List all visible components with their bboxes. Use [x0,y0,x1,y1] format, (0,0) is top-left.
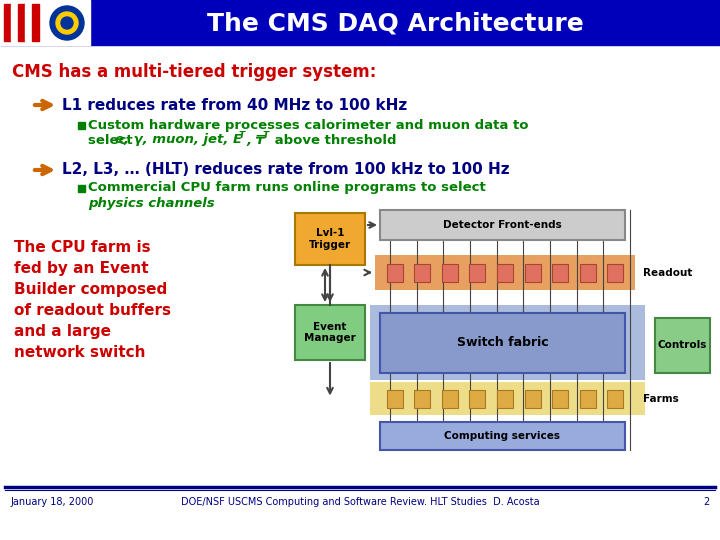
Bar [78,185,85,192]
FancyBboxPatch shape [497,264,513,281]
Text: Detector Front-ends: Detector Front-ends [443,220,562,230]
FancyBboxPatch shape [580,389,596,408]
Text: Farms: Farms [643,394,679,403]
FancyBboxPatch shape [295,213,365,265]
Bar [4,4,11,41]
Text: The CPU farm is
fed by an Event
Builder composed
of readout buffers
and a large
: The CPU farm is fed by an Event Builder … [14,240,171,360]
Circle shape [50,6,84,40]
Bar [0,0,90,45]
FancyBboxPatch shape [469,389,485,408]
Text: CMS has a multi-tiered trigger system:: CMS has a multi-tiered trigger system: [12,63,377,81]
FancyBboxPatch shape [380,313,625,373]
FancyBboxPatch shape [387,264,402,281]
Text: T: T [239,131,245,140]
FancyBboxPatch shape [608,389,624,408]
Text: The CMS DAQ Architecture: The CMS DAQ Architecture [207,11,583,35]
FancyBboxPatch shape [442,264,458,281]
Text: above threshold: above threshold [270,133,397,146]
Text: January 18, 2000: January 18, 2000 [10,497,94,507]
Circle shape [56,12,78,34]
Text: Switch fabric: Switch fabric [456,336,549,349]
Bar [11,4,18,41]
Bar [370,305,645,380]
Text: Lvl-1
Trigger: Lvl-1 Trigger [309,228,351,250]
FancyBboxPatch shape [552,389,568,408]
Text: Controls: Controls [658,341,707,350]
Circle shape [61,17,73,29]
FancyBboxPatch shape [497,389,513,408]
Text: DOE/NSF USCMS Computing and Software Review. HLT Studies  D. Acosta: DOE/NSF USCMS Computing and Software Rev… [181,497,539,507]
Text: Custom hardware processes calorimeter and muon data to: Custom hardware processes calorimeter an… [88,118,528,132]
Bar [375,255,635,290]
Bar [0,0,720,45]
FancyBboxPatch shape [580,264,596,281]
Text: 2: 2 [703,497,710,507]
Text: Commercial CPU farm runs online programs to select: Commercial CPU farm runs online programs… [88,181,486,194]
FancyBboxPatch shape [525,264,541,281]
FancyBboxPatch shape [608,264,624,281]
FancyBboxPatch shape [380,210,625,240]
Text: Event
Manager: Event Manager [304,322,356,343]
Text: T: T [263,131,269,140]
Text: Computing services: Computing services [444,431,560,441]
FancyBboxPatch shape [414,264,431,281]
Bar [25,4,32,41]
Text: L2, L3, … (HLT) reduces rate from 100 kHz to 100 Hz: L2, L3, … (HLT) reduces rate from 100 kH… [62,163,510,178]
Bar [0,45,720,495]
Bar [78,122,85,129]
Text: select: select [88,133,138,146]
FancyBboxPatch shape [387,389,402,408]
Text: , ₸: , ₸ [246,133,265,146]
FancyBboxPatch shape [380,422,625,450]
FancyBboxPatch shape [295,305,365,360]
Text: Readout: Readout [643,267,693,278]
FancyBboxPatch shape [655,318,710,373]
FancyBboxPatch shape [469,264,485,281]
FancyBboxPatch shape [442,389,458,408]
Bar [18,4,25,41]
Bar [32,4,39,41]
Text: e, γ, muon, jet, E: e, γ, muon, jet, E [115,133,242,146]
FancyBboxPatch shape [414,389,431,408]
Text: physics channels: physics channels [88,198,215,211]
Text: L1 reduces rate from 40 MHz to 100 kHz: L1 reduces rate from 40 MHz to 100 kHz [62,98,408,112]
FancyBboxPatch shape [552,264,568,281]
Bar [370,382,645,415]
FancyBboxPatch shape [525,389,541,408]
